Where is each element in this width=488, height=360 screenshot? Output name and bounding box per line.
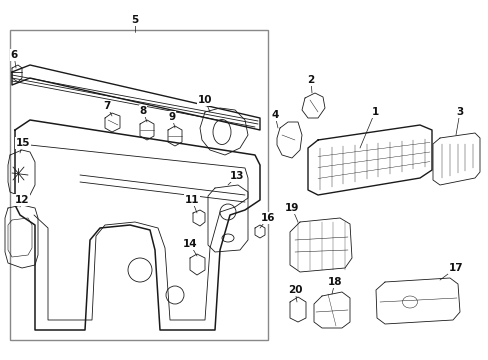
Text: 10: 10 <box>197 95 212 105</box>
Text: 14: 14 <box>183 239 197 249</box>
Bar <box>10 30 267 340</box>
Text: 4: 4 <box>271 110 278 120</box>
Text: 5: 5 <box>131 15 138 25</box>
Text: 11: 11 <box>184 195 199 205</box>
Text: 12: 12 <box>15 195 29 205</box>
Text: 18: 18 <box>327 277 342 287</box>
Text: 17: 17 <box>448 263 462 273</box>
Text: 20: 20 <box>287 285 302 295</box>
Text: 8: 8 <box>139 106 146 116</box>
Text: 19: 19 <box>284 203 299 213</box>
Text: 7: 7 <box>103 101 110 111</box>
Text: 15: 15 <box>16 138 30 148</box>
Text: 1: 1 <box>370 107 378 117</box>
Text: 3: 3 <box>455 107 463 117</box>
Text: 2: 2 <box>307 75 314 85</box>
Text: 16: 16 <box>260 213 275 223</box>
Text: 13: 13 <box>229 171 244 181</box>
Text: 9: 9 <box>168 112 175 122</box>
Text: 6: 6 <box>10 50 18 60</box>
